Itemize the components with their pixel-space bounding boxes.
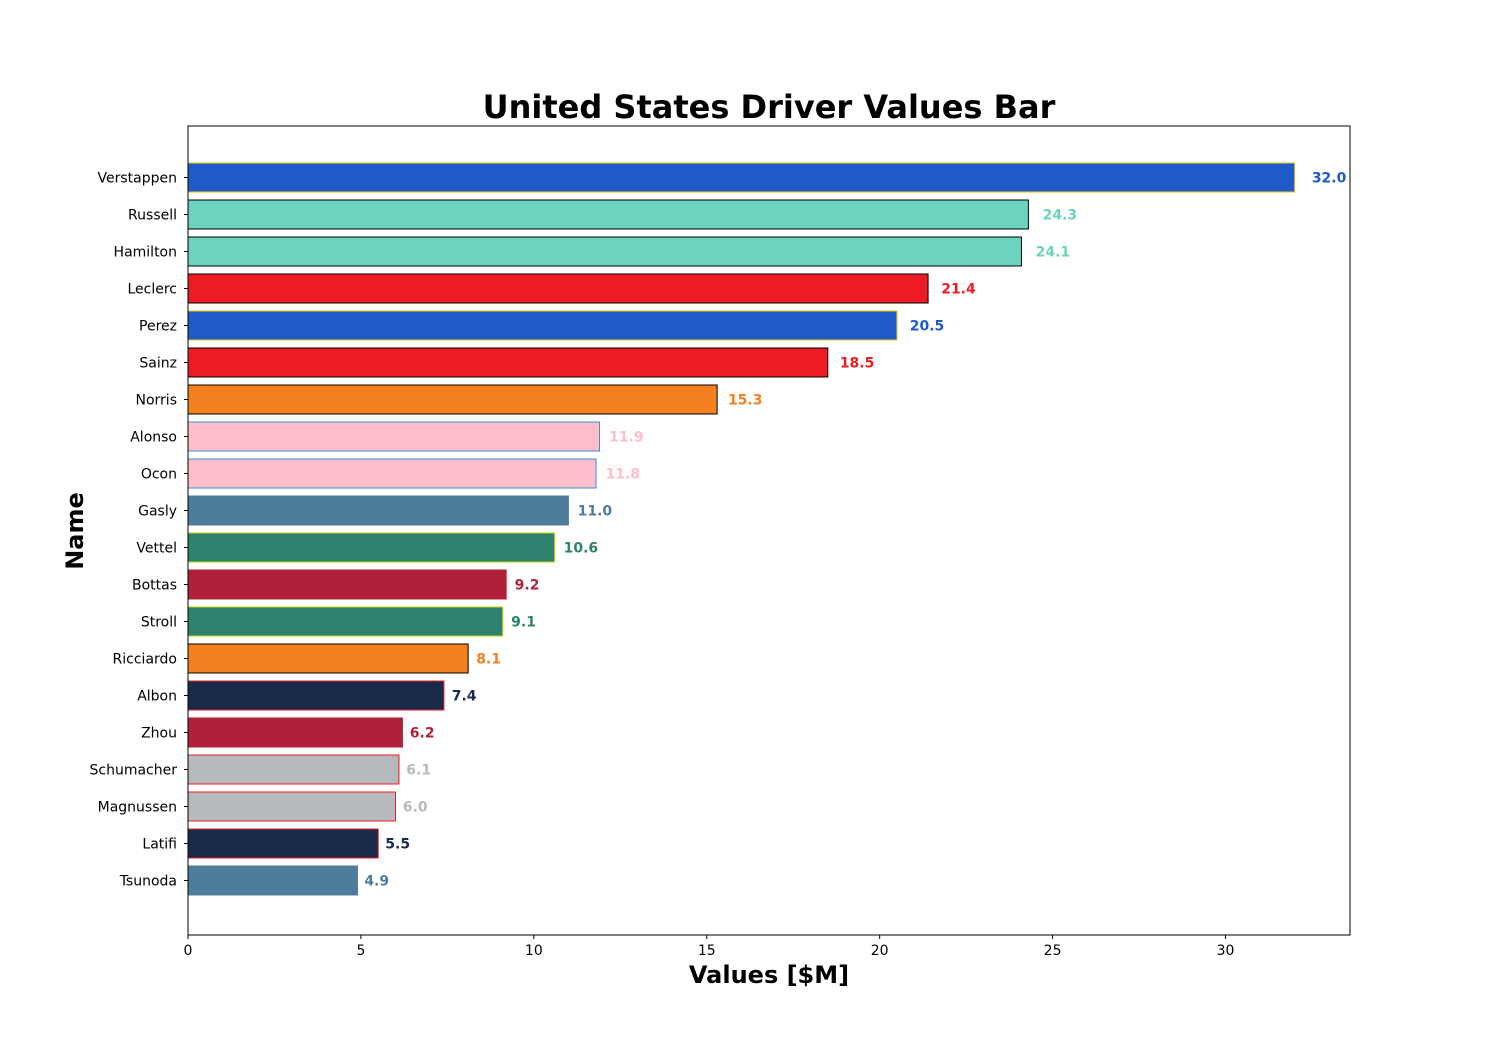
value-label-hamilton: 24.1 — [1036, 245, 1071, 261]
value-label-magnussen: 6.0 — [403, 800, 428, 816]
y-tick-label-vettel: Vettel — [136, 541, 177, 557]
value-label-vettel: 10.6 — [564, 541, 599, 557]
value-label-albon: 7.4 — [452, 689, 477, 705]
x-tick-label-15: 15 — [698, 943, 716, 959]
y-tick-label-gasly: Gasly — [138, 504, 177, 520]
value-label-stroll: 9.1 — [511, 615, 536, 631]
bars-group — [187, 162, 1296, 896]
y-tick-label-hamilton: Hamilton — [114, 245, 177, 261]
y-axis-title: Name — [61, 492, 89, 570]
y-tick-label-norris: Norris — [136, 393, 178, 409]
x-tick-label-0: 0 — [184, 943, 193, 959]
x-axis-title: Values [$M] — [689, 961, 849, 989]
bar-stroll — [187, 606, 504, 637]
bar-russell — [187, 199, 1029, 230]
value-label-perez: 20.5 — [910, 319, 945, 335]
value-label-russell: 24.3 — [1043, 208, 1078, 224]
bar-latifi — [187, 828, 379, 859]
bar-sainz — [187, 347, 829, 378]
x-tick-label-5: 5 — [356, 943, 365, 959]
x-axis-ticks: 0 5 10 15 20 25 30 — [184, 935, 1235, 959]
value-label-latifi: 5.5 — [385, 837, 410, 853]
value-labels-group: 32.0 24.3 24.1 21.4 20.5 18.5 15.3 11.9 11.8 11.0… — [364, 171, 1346, 890]
bar-leclerc — [187, 273, 929, 304]
value-label-schumacher: 6.1 — [406, 763, 431, 779]
bar-bottas — [187, 569, 507, 600]
y-tick-label-ocon: Ocon — [141, 467, 177, 483]
bar-ocon — [187, 458, 597, 489]
bar-hamilton — [187, 236, 1022, 267]
bar-alonso — [187, 421, 601, 452]
bar-vettel — [187, 532, 556, 563]
y-axis-ticks: Verstappen Russell Hamilton Leclerc Perez Sai… — [90, 171, 188, 890]
bar-ricciardo — [187, 643, 469, 674]
bar-perez — [187, 310, 898, 341]
y-tick-label-ricciardo: Ricciardo — [113, 652, 177, 668]
value-label-alonso: 11.9 — [609, 430, 644, 446]
y-tick-label-russell: Russell — [128, 208, 177, 224]
y-tick-label-perez: Perez — [139, 319, 177, 335]
bar-gasly — [187, 495, 569, 526]
y-tick-label-zhou: Zhou — [141, 726, 177, 742]
value-label-sainz: 18.5 — [840, 356, 875, 372]
value-label-bottas: 9.2 — [515, 578, 540, 594]
value-label-zhou: 6.2 — [410, 726, 435, 742]
y-tick-label-magnussen: Magnussen — [98, 800, 177, 816]
bar-tsunoda — [187, 865, 358, 896]
value-label-ocon: 11.8 — [606, 467, 641, 483]
value-label-ricciardo: 8.1 — [476, 652, 501, 668]
x-tick-label-10: 10 — [525, 943, 543, 959]
y-tick-label-albon: Albon — [137, 689, 177, 705]
y-tick-label-tsunoda: Tsunoda — [119, 874, 177, 890]
y-tick-label-schumacher: Schumacher — [90, 763, 178, 779]
value-label-gasly: 11.0 — [578, 504, 613, 520]
plot-frame — [187, 125, 1351, 936]
bar-albon — [187, 680, 445, 711]
y-tick-label-latifi: Latifi — [142, 837, 177, 853]
x-tick-label-20: 20 — [871, 943, 889, 959]
y-tick-label-stroll: Stroll — [141, 615, 177, 631]
y-tick-label-alonso: Alonso — [130, 430, 177, 446]
bar-zhou — [187, 717, 403, 748]
bar-norris — [187, 384, 718, 415]
bar-magnussen — [187, 791, 396, 822]
x-tick-label-25: 25 — [1044, 943, 1062, 959]
x-tick-label-30: 30 — [1217, 943, 1235, 959]
value-label-norris: 15.3 — [728, 393, 763, 409]
y-tick-label-sainz: Sainz — [139, 356, 177, 372]
value-label-tsunoda: 4.9 — [364, 874, 389, 890]
y-tick-label-bottas: Bottas — [132, 578, 177, 594]
bar-verstappen — [187, 162, 1296, 193]
bar-schumacher — [187, 754, 400, 785]
value-label-verstappen: 32.0 — [1312, 171, 1347, 187]
y-tick-label-leclerc: Leclerc — [127, 282, 177, 298]
y-tick-label-verstappen: Verstappen — [98, 171, 177, 187]
chart-title: United States Driver Values Bar — [483, 88, 1056, 126]
value-label-leclerc: 21.4 — [941, 282, 976, 298]
